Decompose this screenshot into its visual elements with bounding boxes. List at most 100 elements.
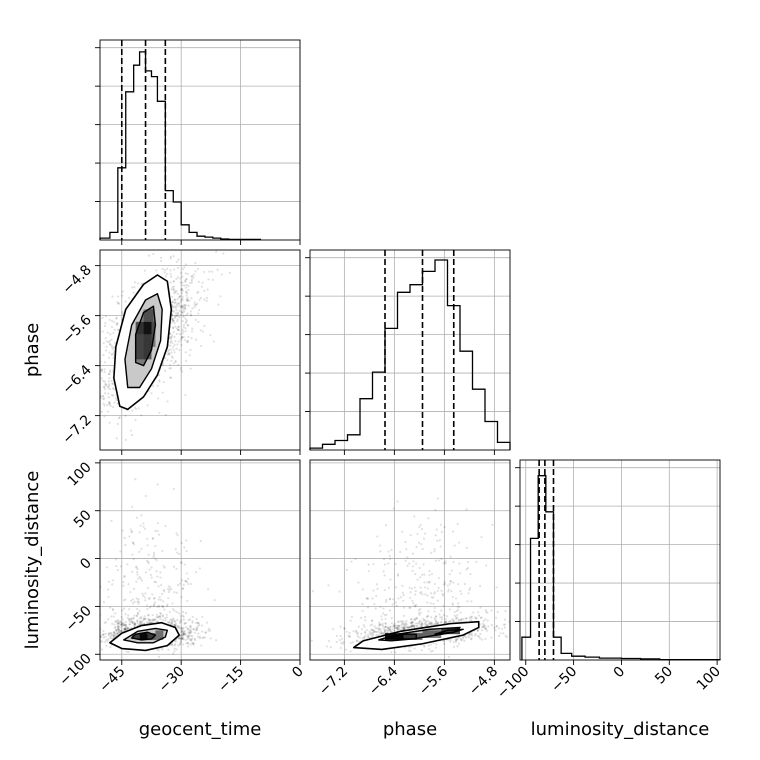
panel-phase-vs-luminosity_distance-point-827	[434, 615, 438, 618]
panel-phase-vs-luminosity_distance-point-161	[413, 618, 416, 621]
panel-geocent_time-vs-phase-point-312	[201, 281, 204, 284]
panel-geocent_time-vs-luminosity_distance-point-1034	[109, 645, 112, 649]
panel-geocent_time-vs-phase-point-375	[173, 280, 176, 283]
panel-phase-vs-luminosity_distance-point-862	[464, 636, 468, 639]
panel-phase-vs-luminosity_distance-point-739	[387, 562, 390, 565]
panel-phase-vs-luminosity_distance-point-921	[329, 646, 332, 649]
panel-geocent_time-vs-luminosity_distance-point-988	[170, 642, 173, 646]
panel-geocent_time-vs-phase-point-145	[108, 369, 112, 372]
panel-geocent_time-vs-phase-point-1119	[121, 290, 124, 293]
panel-phase-vs-luminosity_distance-point-985	[335, 640, 338, 644]
panel-geocent_time-vs-phase-point-1118	[164, 356, 167, 360]
panel-phase-vs-luminosity_distance-point-1004	[428, 580, 431, 583]
panel-geocent_time-vs-luminosity_distance-point-1273	[178, 612, 181, 615]
panel-phase-vs-luminosity_distance-point-133	[443, 525, 446, 529]
panel-geocent_time-vs-phase-point-91	[176, 320, 179, 323]
panel-geocent_time-vs-luminosity_distance-point-498	[136, 619, 139, 622]
panel-geocent_time-vs-luminosity_distance-point-83	[128, 622, 131, 626]
hist-phase-bin-6	[385, 328, 398, 450]
panel-geocent_time-vs-phase-point-787	[178, 333, 181, 336]
panel-geocent_time-vs-phase-point-1130	[179, 281, 182, 284]
panel-phase-vs-luminosity_distance-point-992	[389, 625, 392, 628]
panel-phase-vs-luminosity_distance-point-13	[408, 646, 411, 649]
panel-geocent_time-vs-luminosity_distance-point-1056	[170, 622, 174, 625]
panel-phase-vs-luminosity_distance-point-1092	[458, 541, 461, 544]
panel-phase-vs-luminosity_distance-point-641	[367, 597, 370, 600]
panel-geocent_time-vs-phase-point-1332	[212, 340, 215, 343]
panel-geocent_time-vs-phase-point-1399	[190, 278, 193, 281]
panel-phase-vs-luminosity_distance-point-837	[448, 608, 452, 611]
panel-geocent_time-vs-phase-point-1195	[181, 311, 185, 314]
panel-phase-vs-luminosity_distance-point-829	[477, 614, 480, 617]
panel-geocent_time-vs-luminosity_distance-point-534	[85, 594, 87, 596]
panel-geocent_time-vs-luminosity_distance-point-1089	[185, 634, 188, 637]
panel-phase-vs-luminosity_distance-point-631	[412, 560, 415, 563]
panel-phase-vs-luminosity_distance-point-1034	[470, 637, 473, 640]
hist-phase-step-line	[309, 259, 511, 450]
panel-phase-vs-luminosity_distance-point-449	[452, 560, 455, 563]
panel-geocent_time-vs-phase-point-30	[156, 397, 160, 400]
panel-geocent_time-vs-luminosity_distance-point-351	[117, 628, 120, 631]
panel-phase-vs-luminosity_distance-point-455	[335, 634, 338, 637]
panel-geocent_time-vs-luminosity_distance-point-812	[148, 597, 151, 601]
panel-geocent_time-vs-phase-point-1267	[102, 402, 105, 405]
panel-phase-vs-luminosity_distance-point-4	[468, 633, 471, 637]
panel-geocent_time-vs-luminosity_distance-point-911	[117, 627, 120, 631]
panel-geocent_time-vs-luminosity_distance-point-1180	[188, 637, 191, 640]
panel-geocent_time-vs-phase-point-472	[181, 268, 184, 271]
panel-phase-vs-luminosity_distance-point-1382	[476, 629, 479, 633]
panel-geocent_time-vs-phase-point-624	[180, 271, 183, 274]
panel-phase-vs-luminosity_distance-point-1110	[457, 602, 460, 605]
panel-geocent_time-vs-phase-point-374	[197, 280, 200, 283]
panel-geocent_time-vs-phase-point-1293	[186, 324, 189, 327]
panel-phase-vs-luminosity_distance-point-1207	[356, 635, 359, 638]
panel-geocent_time-vs-luminosity_distance-point-251	[161, 615, 164, 618]
panel-geocent_time-vs-phase-point-938	[164, 275, 168, 278]
panel-geocent_time-vs-phase-point-929	[191, 327, 194, 330]
panel-geocent_time-vs-luminosity_distance-point-1322	[109, 634, 113, 637]
panel-geocent_time-vs-luminosity_distance-point-55	[182, 583, 185, 587]
panel-geocent_time-vs-luminosity_distance-point-865	[189, 634, 192, 637]
panel-geocent_time-vs-luminosity_distance-point-6	[202, 636, 205, 639]
panel-phase-vs-luminosity_distance-point-690	[496, 611, 499, 614]
panel-geocent_time-vs-phase-point-615	[171, 356, 174, 359]
panel-geocent_time-vs-phase-point-1241	[189, 348, 192, 352]
panel-phase-vs-luminosity_distance-point-351	[484, 627, 487, 630]
panel-geocent_time-vs-luminosity_distance-point-1020	[153, 603, 156, 606]
panel-geocent_time-vs-phase-point-288	[180, 292, 183, 295]
panel-phase-vs-luminosity_distance-point-653	[394, 586, 397, 589]
panel-phase-vs-luminosity_distance-point-1	[426, 614, 429, 618]
panel-geocent_time-vs-luminosity_distance-point-313	[119, 623, 122, 626]
panel-geocent_time-vs-luminosity_distance-point-1045	[142, 594, 145, 597]
panel-geocent_time-vs-luminosity_distance-point-1115	[137, 577, 140, 580]
panel-geocent_time-vs-luminosity_distance-point-896	[174, 622, 177, 625]
panel-geocent_time-vs-luminosity_distance-point-1105	[139, 524, 142, 527]
panel-geocent_time-vs-phase-point-1142	[181, 289, 185, 292]
panel-geocent_time-vs-phase-point-1274	[184, 272, 187, 275]
panel-phase-vs-luminosity_distance-point-462	[415, 562, 418, 565]
panel-geocent_time-vs-luminosity_distance-point-990	[209, 637, 212, 640]
hist-geocent_time-bin-1	[110, 232, 118, 240]
panel-phase-vs-luminosity_distance-point-460	[502, 623, 505, 626]
panel-geocent_time-vs-phase-point-475	[211, 278, 214, 281]
panel-geocent_time-vs-phase-point-1061	[106, 331, 109, 334]
panel-geocent_time-vs-luminosity_distance-point-644	[181, 629, 184, 632]
panel-geocent_time-vs-luminosity_distance-point-319	[197, 632, 200, 635]
panel-geocent_time-vs-luminosity_distance-point-34	[124, 543, 127, 547]
panel-geocent_time-vs-luminosity_distance-point-596	[162, 565, 165, 568]
panel-phase-vs-luminosity_distance-point-1024	[479, 623, 482, 626]
panel-phase-vs-luminosity_distance-point-1162	[387, 586, 391, 589]
panel-geocent_time-vs-phase-point-185	[98, 454, 100, 456]
panel-geocent_time-vs-phase-point-1186	[116, 322, 119, 325]
panel-geocent_time-vs-luminosity_distance	[85, 459, 301, 665]
panel-phase-vs-luminosity_distance-point-502	[451, 530, 455, 533]
panel-geocent_time-vs-luminosity_distance-point-1205	[116, 623, 119, 626]
panel-geocent_time-vs-luminosity_distance-point-666	[103, 621, 106, 624]
panel-geocent_time-vs-phase-point-464	[169, 337, 172, 341]
panel-geocent_time-vs-luminosity_distance-point-94	[157, 616, 160, 619]
panel-phase-vs-luminosity_distance-point-1353	[388, 609, 391, 612]
panel-geocent_time-vs-luminosity_distance-point-1387	[147, 560, 150, 563]
panel-geocent_time-vs-phase-point-649	[171, 318, 174, 322]
panel-geocent_time-vs-luminosity_distance-point-851	[198, 567, 201, 570]
panel-phase-vs-luminosity_distance-point-92	[502, 632, 505, 635]
